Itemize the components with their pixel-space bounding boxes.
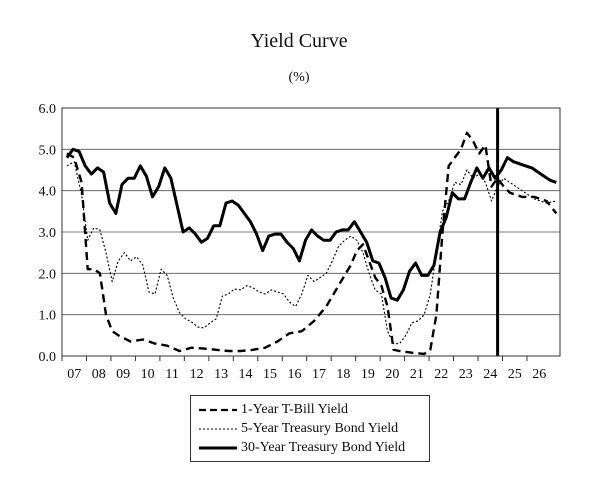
y-tick-label: 2.0 [39,267,57,282]
x-tick-label: 26 [532,367,546,382]
x-tick-label: 25 [508,367,522,382]
chart-title: Yield Curve [250,30,348,52]
y-tick-label: 6.0 [39,102,57,117]
y-tick-label: 5.0 [39,143,57,158]
y-tick-label: 4.0 [39,185,57,200]
chart-subtitle: (%) [288,70,310,85]
x-tick-label: 09 [116,367,130,382]
x-tick-label: 07 [67,367,81,382]
x-tick-label: 13 [214,367,228,382]
plot-frame [61,107,561,357]
y-tick-label: 0.0 [39,350,57,365]
legend-swatch-5-year-bond [199,428,237,430]
x-tick-label: 10 [141,367,155,382]
x-tick-label: 17 [312,367,326,382]
x-tick-label: 21 [410,367,424,382]
x-tick-label: 11 [165,367,178,382]
x-tick-label: 22 [434,367,448,382]
x-tick-label: 16 [287,367,301,382]
y-tick-label: 3.0 [39,226,57,241]
x-tick-label: 08 [92,367,106,382]
x-tick-label: 19 [361,367,375,382]
legend-swatch-1-year-t-bill [199,408,237,412]
legend-label-5-year-bond: 5-Year Treasury Bond Yield [241,421,399,436]
series-line-5-year-treasury-bond-yield [66,161,557,345]
x-tick-label: 15 [263,367,277,382]
legend-swatch-30-year-bond [199,446,237,450]
series-line-1-year-t-bill-yield [66,131,558,356]
y-tick-label: 1.0 [39,309,57,324]
x-tick-label: 14 [239,367,253,382]
x-tick-label: 12 [190,367,204,382]
x-tick-label: 20 [385,367,399,382]
x-tick-label: 24 [483,367,497,382]
legend-label-1-year-t-bill: 1-Year T-Bill Yield [241,402,348,417]
chart-legend: 1-Year T-Bill Yield 5-Year Treasury Bond… [190,395,430,462]
x-tick-label: 18 [336,367,350,382]
series-line-30-year-treasury-bond-yield [65,147,557,302]
legend-item-5-year-bond: 5-Year Treasury Bond Yield [191,419,429,439]
x-tick-label: 23 [459,367,473,382]
legend-label-30-year-bond: 30-Year Treasury Bond Yield [241,440,406,455]
legend-item-1-year-t-bill: 1-Year T-Bill Yield [191,400,429,420]
legend-item-30-year-bond: 30-Year Treasury Bond Yield [191,438,429,458]
